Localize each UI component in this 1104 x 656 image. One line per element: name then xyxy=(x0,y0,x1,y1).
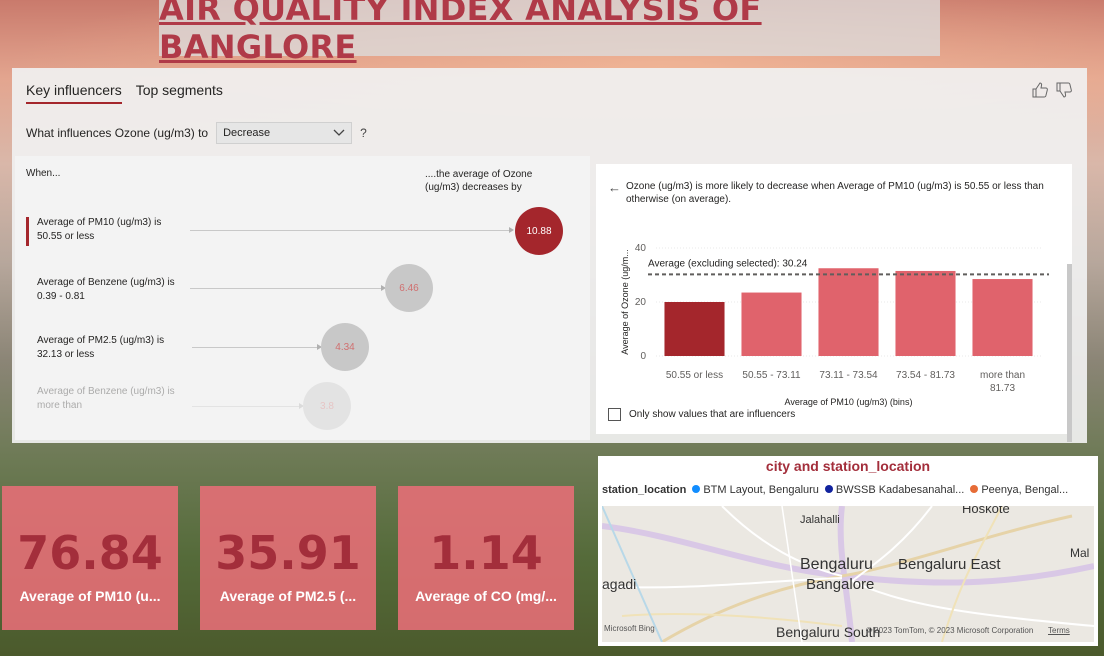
kpi-label: Average of PM10 (u... xyxy=(19,588,161,604)
map-label-agadi: agadi xyxy=(602,576,637,592)
map-credit-copyright: © 2023 TomTom, © 2023 Microsoft Corporat… xyxy=(866,626,1034,635)
legend-dot-icon xyxy=(970,485,979,493)
connector-line xyxy=(190,288,382,289)
chevron-down-icon xyxy=(333,129,345,136)
y-axis-label: Average of Ozone (ug/m... xyxy=(620,249,630,354)
y-tick-label: 40 xyxy=(635,243,647,254)
legend-label: BTM Layout, Bengaluru xyxy=(703,484,819,496)
connector-arrow xyxy=(299,403,304,409)
map-title: city and station_location xyxy=(765,458,931,474)
question-prefix: What influences Ozone (ug/m3) to xyxy=(26,126,209,140)
kpi-value: 35.91 xyxy=(215,526,361,580)
tab-top-segments[interactable]: Top segments xyxy=(135,82,223,98)
legend-label: Peenya, Bengal... xyxy=(981,484,1069,496)
map-visual: city and station_location station_locati… xyxy=(598,456,1098,646)
map-roads xyxy=(602,506,1094,642)
influencer-label: Average of PM2.5 (ug/m3) is 32.13 or les… xyxy=(37,335,165,360)
legend-dot-icon xyxy=(824,485,833,493)
y-tick-label: 20 xyxy=(635,297,647,308)
map-label-bengaluru: Bengaluru xyxy=(800,556,873,573)
scrollbar[interactable] xyxy=(1067,264,1072,442)
influencer-row[interactable]: Average of PM10 (ug/m3) is 50.55 or less… xyxy=(15,207,590,266)
bar xyxy=(895,270,956,356)
influencers-list: When... ....the average of Ozone (ug/m3)… xyxy=(15,156,590,440)
kpi-card-co[interactable]: 1.14 Average of CO (mg/... xyxy=(398,486,574,630)
influence-bubble: 6.46 xyxy=(385,264,433,312)
selected-marker xyxy=(26,217,29,246)
legend-item[interactable]: BWSSB Kadabesanahal... xyxy=(824,484,965,496)
bar xyxy=(741,292,802,356)
map-label-bangalore: Bangalore xyxy=(806,576,875,593)
page-title: AIR QUALITY INDEX ANALYSIS OF BANGLORE xyxy=(159,0,762,66)
thumbs-up-icon[interactable] xyxy=(1031,82,1049,98)
map-canvas[interactable]: Hoskote Jalahalli Mal Bengaluru Bengalur… xyxy=(602,506,1094,642)
average-header: ....the average of Ozone (ug/m3) decreas… xyxy=(425,169,533,193)
influencer-label: Average of Benzene (ug/m3) is 0.39 - 0.8… xyxy=(37,277,175,302)
direction-dropdown[interactable]: Decrease xyxy=(216,122,353,144)
x-tick-label: 73.54 - 81.73 xyxy=(896,370,955,381)
map-label-bengaluru-south: Bengaluru South xyxy=(776,624,881,640)
influencer-row[interactable]: Average of PM2.5 (ug/m3) is 32.13 or les… xyxy=(15,323,590,384)
tab-key-influencers[interactable]: Key influencers xyxy=(26,82,122,104)
help-icon[interactable]: ? xyxy=(360,126,367,140)
legend-dot-icon xyxy=(692,485,701,493)
x-tick-label: 50.55 or less xyxy=(666,370,723,381)
influence-question: What influences Ozone (ug/m3) to Decreas… xyxy=(26,122,367,144)
legend-title: station_location xyxy=(602,484,687,496)
influencer-row[interactable]: Average of Benzene (ug/m3) is more than … xyxy=(15,382,590,435)
map-label-hoskote: Hoskote xyxy=(962,506,1010,516)
influence-bubble: 4.34 xyxy=(321,323,369,371)
x-axis-label: Average of PM10 (ug/m3) (bins) xyxy=(785,397,913,407)
kpi-label: Average of CO (mg/... xyxy=(415,588,557,604)
influence-bubble: 3.8 xyxy=(303,382,351,430)
back-arrow-icon[interactable]: ← xyxy=(608,180,621,195)
x-tick-label: 50.55 - 73.11 xyxy=(742,370,801,381)
connector-line xyxy=(192,406,300,407)
map-legend: station_location BTM Layout, Bengaluru B… xyxy=(602,484,1096,496)
bar xyxy=(972,279,1033,356)
influence-bubble: 10.88 xyxy=(515,207,563,255)
reference-line-label: Average (excluding selected): 30.24 xyxy=(648,258,808,269)
title-banner: AIR QUALITY INDEX ANALYSIS OF BANGLORE xyxy=(159,0,940,66)
ki-tabs: Key influencers Top segments xyxy=(26,82,223,104)
thumbs-down-icon[interactable] xyxy=(1055,82,1073,98)
kpi-value: 76.84 xyxy=(17,526,163,580)
kpi-label: Average of PM2.5 (... xyxy=(219,588,357,604)
x-tick-label: 73.11 - 73.54 xyxy=(819,370,878,381)
map-terms-link[interactable]: Terms xyxy=(1048,626,1070,635)
legend-item[interactable]: Peenya, Bengal... xyxy=(970,484,1068,496)
influencer-label: Average of PM10 (ug/m3) is 50.55 or less xyxy=(37,217,162,242)
when-header: When... xyxy=(26,168,61,179)
map-label-bengaluru-east: Bengaluru East xyxy=(898,556,1001,573)
connector-arrow xyxy=(381,285,386,291)
map-label-mal: Mal xyxy=(1070,546,1090,560)
x-tick-label: more than xyxy=(980,370,1025,381)
connector-line xyxy=(190,230,510,231)
checkbox-label: Only show values that are influencers xyxy=(629,409,796,420)
influencer-detail-panel: ← Ozone (ug/m3) is more likely to decrea… xyxy=(596,164,1072,442)
key-influencers-visual: Key influencers Top segments What influe… xyxy=(12,68,1087,443)
y-tick-label: 0 xyxy=(640,351,646,362)
connector-line xyxy=(192,347,317,348)
connector-arrow xyxy=(509,227,514,233)
detail-description: Ozone (ug/m3) is more likely to decrease… xyxy=(626,181,1044,205)
kpi-card-pm25[interactable]: 35.91 Average of PM2.5 (... xyxy=(200,486,376,630)
legend-label: BWSSB Kadabesanahal... xyxy=(835,484,965,496)
ozone-bar-chart: 0 20 40 Average of Ozone (ug/m... 50.55 or l… xyxy=(620,243,1049,407)
feedback-buttons xyxy=(1031,82,1073,98)
x-tick-label: 81.73 xyxy=(990,383,1015,394)
dropdown-value: Decrease xyxy=(223,127,271,139)
legend-item[interactable]: BTM Layout, Bengaluru xyxy=(692,484,819,496)
kpi-value: 1.14 xyxy=(429,526,543,580)
bar xyxy=(664,302,725,356)
influencer-row[interactable]: Average of Benzene (ug/m3) is 0.39 - 0.8… xyxy=(15,264,590,326)
influencers-only-checkbox[interactable] xyxy=(608,408,621,421)
kpi-card-pm10[interactable]: 76.84 Average of PM10 (u... xyxy=(2,486,178,630)
map-credit-bing: Microsoft Bing xyxy=(604,624,655,633)
connector-arrow xyxy=(317,344,322,350)
influencer-label: Average of Benzene (ug/m3) is more than xyxy=(37,386,175,411)
influencers-only-toggle[interactable]: Only show values that are influencers xyxy=(608,408,795,421)
map-label-jalahalli: Jalahalli xyxy=(800,514,840,526)
bar xyxy=(818,268,879,356)
